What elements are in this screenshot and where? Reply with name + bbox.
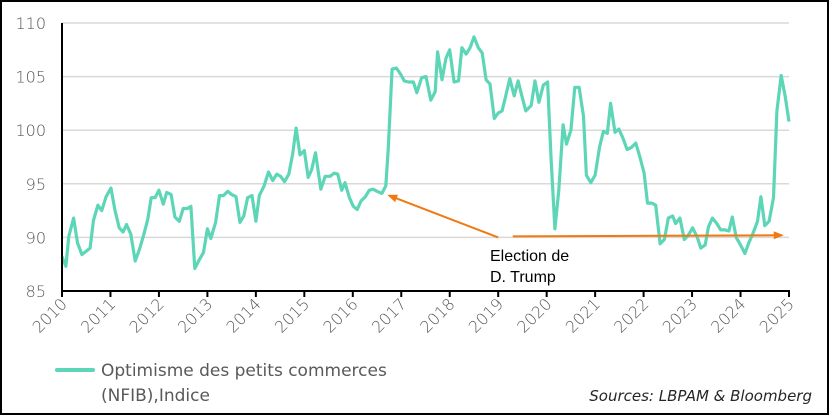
x-tick-label: 2023 — [659, 294, 701, 336]
x-tick-label: 2012 — [126, 294, 168, 336]
x-tick-label: 2022 — [610, 294, 652, 336]
series-line — [60, 35, 791, 271]
x-tick-label: 2020 — [513, 294, 555, 336]
x-axis-labels: 2010 2011 2012 2013 2014 2015 2016 2017 2018 2019… — [29, 294, 798, 336]
legend: Optimisme des petits commerces (NFIB),In… — [55, 361, 387, 406]
y-tick-label: 110 — [15, 14, 46, 33]
x-tick-label: 2017 — [368, 294, 410, 336]
y-tick-label: 100 — [15, 121, 46, 140]
annotation-arrow — [387, 194, 499, 239]
y-axis-labels: 85 90 95 100 105 110 — [15, 14, 46, 301]
annotation-line-1: Election de — [490, 248, 569, 265]
x-tick-label: 2016 — [319, 294, 361, 336]
x-tick-label: 2025 — [756, 294, 798, 336]
axes — [61, 23, 790, 297]
legend-label-line-1: Optimisme des petits commerces — [101, 361, 387, 381]
gridlines — [62, 22, 789, 239]
x-tick-label: 2015 — [271, 294, 313, 336]
x-tick-label: 2019 — [465, 294, 507, 336]
y-tick-label: 95 — [26, 175, 46, 194]
y-tick-label: 90 — [26, 228, 46, 247]
x-tick-label: 2024 — [707, 294, 749, 336]
x-tick-label: 2018 — [416, 294, 458, 336]
source-note: Sources: LBPAM & Bloomberg — [589, 387, 812, 405]
x-tick-label: 2021 — [562, 294, 604, 336]
annotation-line-2: D. Trump — [490, 269, 556, 286]
y-tick-label: 85 — [26, 282, 46, 301]
annotation-arrow — [512, 231, 784, 240]
legend-label-line-2: (NFIB),Indice — [101, 386, 210, 406]
series-layer — [60, 35, 791, 271]
x-tick-label: 2013 — [174, 294, 216, 336]
x-tick-label: 2011 — [77, 294, 119, 336]
x-tick-label: 2014 — [222, 294, 264, 336]
y-tick-label: 105 — [15, 68, 46, 87]
annotation: Election de D. Trump — [387, 194, 784, 286]
